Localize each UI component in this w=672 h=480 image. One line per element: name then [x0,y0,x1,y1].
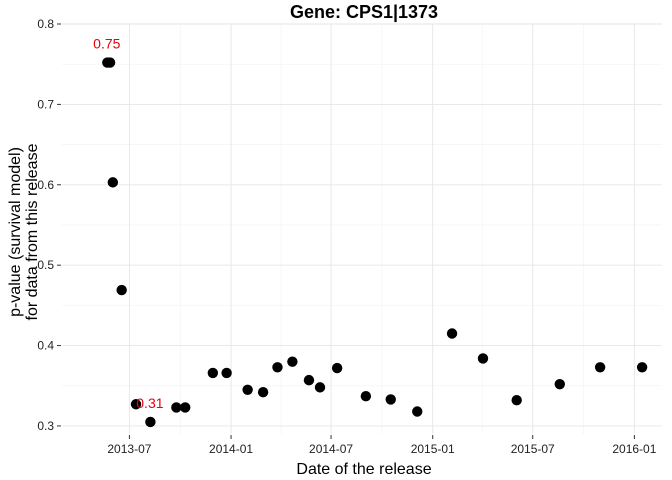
data-point [331,362,343,374]
y-tick-label: 0.7 [37,97,54,111]
x-tick-label: 2016-01 [612,442,656,456]
data-point [130,399,142,410]
x-tick-label: 2015-07 [511,442,555,456]
axis-ticks: 0.3 0.4 0.5 0.6 0.7 0.8 2013-07 2014-01 2014-07 2… [37,17,656,456]
data-point [554,378,565,390]
data-point [594,362,606,373]
y-tick-label: 0.3 [37,419,54,433]
data-point [180,402,191,413]
data-point [636,362,648,373]
y-tick-label: 0.5 [37,258,54,272]
y-axis-label-line-1: p-value (survival model) [7,147,24,317]
annotations: 0.75 0.31 [93,36,164,411]
data-point [207,367,219,379]
data-point [221,367,232,379]
y-tick-label: 0.8 [37,17,54,31]
x-tick-label: 2013-07 [107,442,151,456]
data-point [116,284,127,296]
data-point [385,394,396,405]
data-point [360,391,372,402]
data-point [303,374,315,386]
x-axis-label: Date of the release [296,461,431,478]
data-point [107,177,119,188]
data-point [412,406,423,417]
x-tick-label: 2014-07 [309,442,353,456]
data-point [145,416,156,428]
data-point [104,57,116,68]
y-tick-label: 0.4 [37,339,54,353]
annotation-label: 0.31 [136,395,163,411]
data-point [287,356,298,367]
y-tick-label: 0.6 [37,178,54,192]
chart-title: Gene: CPS1|1373 [290,2,438,22]
data-points [102,57,648,428]
data-point [272,362,283,373]
data-point [477,353,489,364]
data-point [511,395,522,406]
y-axis-label-line-2: for data from this release [24,143,41,320]
data-point [171,402,182,413]
x-tick-label: 2014-01 [209,442,253,456]
annotation-label: 0.75 [93,36,120,52]
x-tick-label: 2015-01 [411,442,455,456]
data-point [257,386,269,398]
data-point [314,382,326,393]
data-point [242,384,253,395]
data-point [446,328,458,339]
grid [62,23,662,434]
